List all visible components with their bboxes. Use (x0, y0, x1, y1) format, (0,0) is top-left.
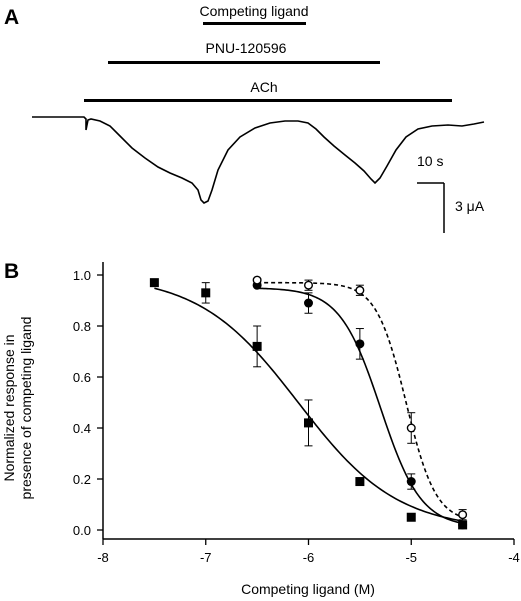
y-tick-label: 0.0 (73, 523, 91, 538)
x-tick-label: -7 (200, 550, 212, 565)
data-point-open-circle (355, 285, 365, 295)
time-scale-label: 10 s (417, 153, 443, 169)
y-axis-title-line-1: Normalized response in (1, 334, 17, 481)
y-tick-label: 0.8 (73, 319, 91, 334)
data-point-open-circle (304, 280, 314, 290)
data-point-filled-circle (355, 339, 365, 349)
data-point-filled-circle (458, 520, 468, 530)
x-tick-label: -4 (508, 550, 520, 565)
pnu-label: PNU-120596 (206, 40, 287, 56)
data-point-square (252, 341, 262, 351)
data-markers (149, 275, 468, 530)
x-tick-label: -6 (303, 550, 315, 565)
y-tick-label: 0.2 (73, 472, 91, 487)
ach-label: ACh (250, 79, 277, 95)
competing-ligand-label: Competing ligand (200, 3, 309, 19)
x-tick-label: -8 (97, 550, 109, 565)
y-tick-label: 0.4 (73, 421, 91, 436)
x-tick-label: -5 (405, 550, 417, 565)
data-point-filled-circle (406, 477, 416, 487)
data-point-open-circle (458, 510, 468, 520)
data-point-square (149, 278, 159, 288)
panel-b-letter: B (4, 260, 19, 283)
data-point-square (406, 512, 416, 522)
ach-bar (84, 99, 452, 102)
y-tick-label: 1.0 (73, 268, 91, 283)
competing-ligand-bar (203, 22, 306, 25)
x-axis-title: Competing ligand (M) (241, 581, 375, 597)
panel-a-letter: A (4, 6, 19, 29)
error-bars (201, 279, 467, 521)
chart-ticks: -8 -7 -6 -5 -4 0.0 0.2 0.4 0.6 0.8 1.0 (73, 268, 520, 565)
data-point-square (355, 477, 365, 487)
data-point-square (304, 418, 313, 428)
y-tick-label: 0.6 (73, 370, 91, 385)
current-scale-label: 3 μA (455, 198, 485, 214)
y-axis-title-line-2: presence of competing ligand (18, 317, 34, 500)
dose-response-chart: -8 -7 -6 -5 -4 0.0 0.2 0.4 0.6 0.8 1.0 Competing l… (1, 262, 520, 597)
fit-curve-series-2 (257, 287, 463, 525)
data-point-open-circle (406, 423, 416, 433)
data-point-open-circle (252, 275, 262, 285)
fit-curve-series-3 (257, 281, 463, 518)
data-point-square (201, 288, 211, 298)
data-point-filled-circle (304, 298, 313, 308)
current-trace (32, 116, 485, 204)
pnu-bar (108, 61, 380, 64)
